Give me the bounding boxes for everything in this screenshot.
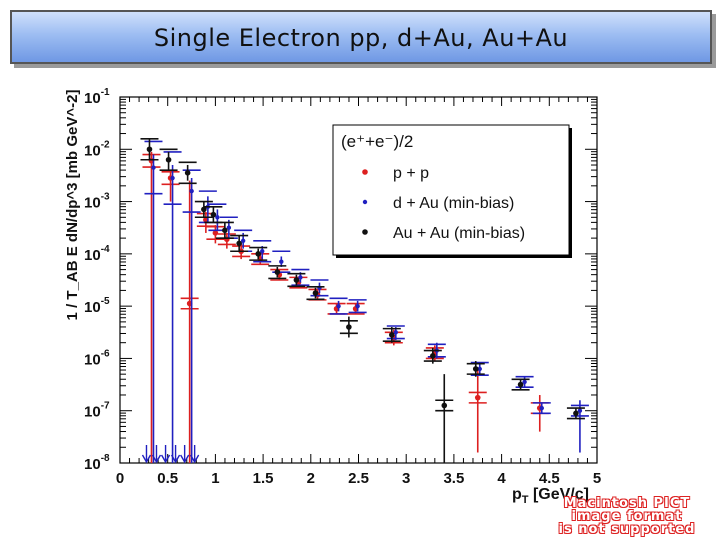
data-point	[577, 408, 583, 413]
data-point	[236, 240, 242, 247]
x-tick-label: 4.5	[539, 470, 560, 487]
limit-arrow-head	[160, 454, 171, 464]
y-tick-label: 10-1	[84, 87, 110, 107]
legend-header: (e⁺+e⁻)/2	[341, 132, 413, 151]
data-point	[393, 330, 398, 335]
legend: (e⁺+e⁻)/2 p + p d + Au (min-bias) Au + Au (…	[332, 124, 572, 258]
limit-arrow-head	[180, 454, 190, 464]
legend-entry: Au + Au (min-bias)	[393, 225, 525, 242]
y-tick-label: 10-2	[84, 139, 110, 159]
data-point	[260, 249, 265, 254]
legend-entry: d + Au (min-bias)	[393, 195, 514, 212]
x-tick-label: 0.5	[157, 470, 178, 487]
slide-title: Single Electron pp, d+Au, Au+Au	[153, 24, 569, 52]
x-tick-label: 3.5	[443, 470, 464, 487]
data-point	[293, 277, 300, 283]
data-point	[472, 366, 479, 372]
data-point	[151, 165, 156, 170]
data-point	[170, 175, 175, 181]
x-tick-label: 5	[593, 470, 601, 487]
y-tick-label: 10-4	[84, 244, 110, 264]
series-auau	[140, 138, 585, 463]
data-point	[165, 156, 172, 163]
data-point	[222, 227, 228, 234]
data-point	[146, 146, 153, 153]
data-point	[355, 303, 360, 309]
data-point	[255, 251, 262, 257]
slide-title-bar: Single Electron pp, d+Au, Au+Au	[10, 10, 712, 64]
data-point	[189, 188, 194, 194]
data-point	[274, 269, 281, 275]
legend-box	[332, 124, 570, 256]
upper-limit-arrows	[141, 445, 200, 464]
data-point	[279, 259, 284, 264]
y-tick-label: 10-3	[84, 192, 110, 212]
data-point	[477, 366, 482, 372]
limit-arrow-head	[151, 454, 162, 464]
x-tick-label: 1	[211, 470, 219, 487]
legend-marker	[362, 229, 368, 235]
data-point	[441, 402, 448, 409]
x-tick-label: 0	[116, 470, 124, 487]
legend-marker	[362, 169, 368, 175]
legend-marker	[362, 199, 368, 205]
watermark-line: is not supported	[558, 522, 696, 537]
data-point	[539, 405, 544, 411]
y-tick-label: 10-6	[84, 348, 110, 368]
x-tick-label: 2	[307, 470, 315, 487]
data-point	[240, 238, 246, 243]
data-point	[388, 332, 395, 338]
data-point	[336, 303, 341, 309]
data-point	[215, 215, 220, 220]
watermark-line: image format	[571, 509, 683, 524]
legend-entry: p + p	[393, 165, 429, 182]
data-point	[517, 381, 524, 388]
x-axis-ticks: 0 0.5 1 1.5 2 2.5 3 3.5 4 4.5 5	[116, 97, 601, 487]
x-tick-label: 1.5	[253, 470, 274, 487]
x-tick-label: 2.5	[348, 470, 369, 487]
watermark-line: Macintosh PICT	[563, 496, 691, 511]
y-tick-label: 10-7	[84, 401, 110, 421]
x-axis-label: pT [GeV/c]	[512, 486, 589, 506]
limit-arrow-head	[170, 454, 181, 464]
data-point	[522, 379, 527, 385]
data-point	[210, 211, 217, 218]
data-point	[298, 275, 303, 280]
y-tick-label: 10-8	[84, 453, 110, 473]
series-dau	[144, 140, 589, 463]
data-point	[312, 290, 319, 296]
data-series	[140, 138, 589, 463]
x-tick-label: 4	[497, 470, 506, 487]
data-point	[346, 324, 352, 330]
y-axis-label: 1 / T_AB E dN/dp^3 [mb GeV^-2]	[64, 90, 81, 321]
data-point	[430, 353, 436, 359]
y-axis-ticks: 10-1 10-2 10-3 10-4 10-5 10-6 10-7 10-8	[84, 87, 597, 473]
x-tick-label: 3	[402, 470, 410, 487]
axis-labels: pT [GeV/c] 1 / T_AB E dN/dp^3 [mb GeV^-2]	[64, 90, 589, 506]
y-tick-label: 10-5	[84, 296, 110, 316]
data-point	[201, 206, 207, 213]
limit-arrow-head	[190, 454, 200, 464]
data-point	[226, 225, 232, 230]
data-point	[184, 170, 191, 176]
data-point	[474, 394, 481, 401]
unsupported-image-watermark: Macintosh PICT image format is not suppo…	[538, 497, 716, 536]
data-point	[573, 410, 579, 417]
limit-arrow-head	[141, 454, 152, 464]
data-point	[212, 230, 219, 236]
